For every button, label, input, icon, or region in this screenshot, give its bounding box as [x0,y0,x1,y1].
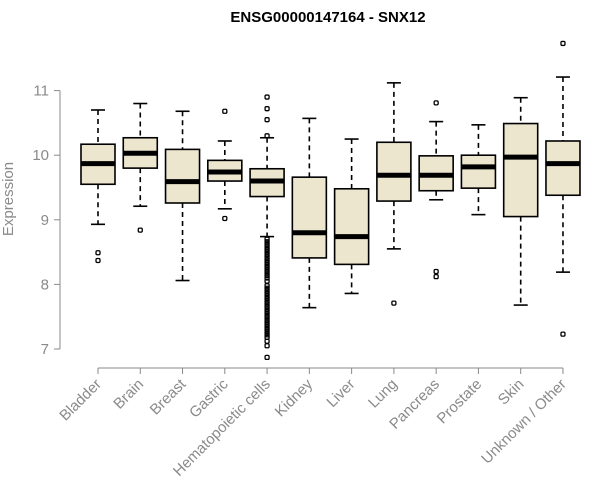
outlier-point [222,215,228,222]
box-hematopoietic-cells [249,136,285,238]
box-prostate [460,124,497,216]
outlier-point [560,331,566,337]
outlier-point [264,244,270,250]
x-tick-label: Breast [147,375,190,418]
outlier-point [264,236,270,242]
box-breast [164,110,201,282]
outlier-point [264,326,270,333]
outlier-point [264,308,270,315]
x-tick-label: Lung [365,376,401,412]
outlier-point [264,249,270,255]
iqr-box [164,148,201,204]
box-lung [376,82,412,250]
iqr-box [291,176,328,259]
box-brain [122,102,159,208]
outlier-point [264,298,270,304]
y-tick-label: 8 [41,276,49,293]
outlier-point [264,343,270,349]
iqr-box [545,140,581,197]
outlier-point [264,293,270,299]
outlier-point [264,321,270,328]
outlier-point [264,288,270,294]
x-tick-label: Skin [495,376,528,409]
outlier-point [264,133,270,139]
box-skin [502,96,539,306]
outlier-point [264,306,270,312]
outlier-point [264,270,270,276]
outlier-point [264,239,270,245]
outlier-point [264,259,270,266]
box-pancreas [418,120,454,201]
box-liver [333,138,370,295]
iqr-box [376,141,412,202]
y-tick-label: 9 [41,212,49,229]
outlier-point [264,316,270,322]
outlier-point [264,264,270,271]
x-tick-label: Brain [110,376,147,413]
outlier-point [264,117,270,123]
outlier-point [222,108,228,114]
box-gastric [207,140,243,210]
outlier-point [264,303,270,310]
outlier-point [264,246,270,253]
x-tick-label: Kidney [272,375,317,420]
box-kidney [291,117,328,309]
outlier-point [264,290,270,297]
box-unknown-other [545,76,581,273]
outlier-point [264,285,270,291]
outlier-point [264,329,270,335]
y-axis-label: Expression [0,162,17,236]
outliers [95,40,566,361]
y-tick-label: 10 [32,147,49,164]
y-tick-label: 11 [33,83,49,100]
outlier-point [433,268,439,275]
outlier-point [264,301,270,307]
outlier-point [264,254,270,260]
outlier-point [264,295,270,302]
chart-title: ENSG00000147164 - SNX12 [230,9,425,26]
outlier-point [264,241,270,247]
x-tick-label: Liver [323,376,358,411]
y-tick-label: 7 [41,341,49,358]
iqr-box [333,187,370,266]
outlier-point [264,252,270,258]
outlier-point [95,250,101,256]
outlier-point [264,267,270,273]
outlier-point [264,283,270,289]
outlier-point [433,100,439,106]
outlier-point [264,319,270,325]
outlier-point [264,338,270,344]
outlier-point [264,332,270,338]
outlier-point [264,272,270,279]
iqr-box [460,154,497,189]
boxes [80,76,581,309]
outlier-point [264,311,270,317]
outlier-point [264,314,270,320]
outlier-point [560,40,566,47]
outlier-point [264,257,270,263]
iqr-box [502,122,539,218]
outlier-point [264,278,270,284]
outlier-point [137,227,143,233]
outlier-point [264,324,270,330]
outlier-point [264,94,270,100]
x-tick-label: Prostate [434,376,486,428]
outlier-point [264,275,270,281]
outlier-point [391,300,397,306]
outlier-point [264,354,270,361]
outlier-point [95,257,101,264]
box-bladder [80,109,116,226]
x-tick-label: Bladder [56,376,105,425]
outlier-point [433,273,439,280]
outlier-point [264,262,270,268]
outlier-point [264,106,270,112]
